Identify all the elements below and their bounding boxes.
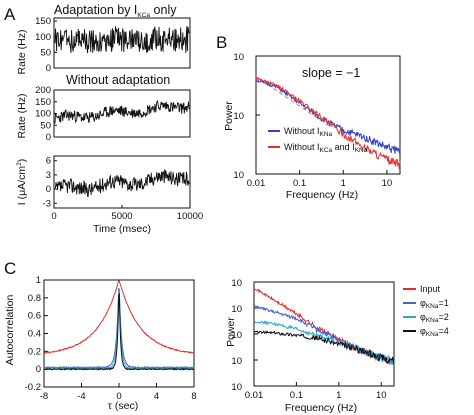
a1-frame: [53, 17, 191, 69]
c2-xtick-label-0: 0.01: [245, 390, 264, 401]
c1-plot-area: -8 -4 0 4 8 -0.2 0 0.2 0.4 0.6 0.8 1: [25, 275, 197, 402]
c1-xtick-label-0: -8: [40, 391, 48, 402]
c2-ytick-label-3: 10: [231, 304, 242, 315]
c1-series-2-line: [43, 287, 195, 369]
a1-ytick-label-0: 0: [46, 63, 51, 74]
b-ytick-label-2: 10: [233, 52, 244, 63]
c2-series-3-line: [253, 320, 395, 366]
b-xtick-label-2: 1: [341, 178, 346, 189]
a2-ylabel: Rate (Hz): [16, 94, 28, 139]
a2-title: Without adaptation: [66, 73, 170, 87]
c2-legend-label-2: φKNa=1: [420, 298, 449, 310]
c2-series-4-line: [253, 330, 395, 365]
c2-xtick-label-3: 10: [376, 390, 387, 401]
a2-ytick-label-2: 100: [35, 109, 51, 120]
c2-legend-label-1: Input: [420, 284, 441, 294]
b-ylabel: Power: [223, 101, 235, 131]
b-ytick-label-1: 10: [233, 111, 244, 122]
b-xtick-label-3: 10: [382, 178, 393, 189]
b-legend-label-1: Without IKNa: [284, 126, 333, 138]
b-slope-guide: [255, 76, 331, 128]
a1-ylabel: Rate (Hz): [16, 30, 28, 75]
panel-label-c: C: [4, 259, 16, 278]
a1-series-line: [54, 26, 190, 54]
a2-series-line: [54, 99, 190, 124]
c1-ytick-label-0: -0.2: [25, 382, 41, 393]
c1-xtick-label-1: -4: [77, 391, 85, 402]
c1-series-1-line: [43, 279, 195, 354]
c2-legend-label-4: φKNa=4: [420, 326, 449, 338]
a3-xlabel: Time (msec): [93, 223, 151, 235]
a1-plot-area: 0 50 100 150: [35, 16, 191, 74]
a3-ylabel: I (μA/cm2): [16, 159, 28, 205]
c1-ytick-label-6: 1: [36, 275, 41, 286]
b-xtick-label-0: 0.01: [247, 178, 266, 189]
c1-ytick-label-3: 0.4: [28, 329, 41, 340]
c1-ylabel: Autocorrelation: [4, 295, 16, 366]
c2-series-1-line: [253, 288, 395, 366]
a1-ytick-label-1: 50: [40, 47, 51, 58]
c1-ytick-label-1: 0: [36, 364, 41, 375]
c2-legend-label-3: φKNa=2: [420, 312, 449, 324]
c2-legend: Input φKNa=1 φKNa=2 φKNa=4: [403, 284, 449, 338]
c1-ytick-label-5: 0.8: [28, 293, 41, 304]
a3-series-line: [54, 169, 190, 198]
panel-b: 0.010.1110100102104 Power Frequency (Hz)…: [223, 52, 401, 201]
a1-title: Adaptation by IKCa only: [54, 3, 177, 19]
a2-ytick-label-4: 200: [35, 85, 51, 96]
a3-ytick-label-2: 3: [46, 170, 51, 181]
c1-series-4-line: [43, 292, 195, 371]
c2-ytick-label-4: 10: [231, 278, 242, 289]
b-ytick-label-0: 10: [233, 170, 244, 181]
a1-ytick-label-2: 100: [35, 32, 51, 43]
c2-xtick-label-1: 0.1: [290, 390, 303, 401]
b-series-2-line: [255, 77, 401, 170]
a2-ytick-label-1: 50: [40, 120, 51, 131]
c2-ylabel: Power: [225, 317, 237, 347]
a1-ytick-label-3: 150: [35, 16, 51, 27]
a3-xtick-label-1: 5000: [111, 211, 132, 222]
b-xtick-label-1: 0.1: [293, 178, 306, 189]
c2-ytick-label-2: 10: [231, 330, 242, 341]
a3-xtick-label-0: 0: [51, 211, 56, 222]
b-plot-area: 0.010.1110100102104: [233, 52, 401, 189]
c1-xtick-label-2: 0: [116, 391, 121, 402]
c1-xtick-label-3: 4: [154, 391, 159, 402]
c2-xlabel: Frequency (Hz): [285, 402, 357, 414]
b-series-1-line: [255, 79, 401, 154]
a3-ytick-label-0: -3: [43, 198, 51, 209]
panel-label-b: B: [216, 33, 227, 52]
c1-xtick-label-4: 8: [191, 391, 196, 402]
c1-ytick-label-4: 0.6: [28, 311, 41, 322]
b-legend: Without IKNa Without IKCa and IKNa: [268, 126, 368, 154]
panel-a1: Adaptation by IKCa only 0 50 100 150 Rate (…: [16, 3, 191, 75]
c2-ytick-label-1: 10: [231, 356, 242, 367]
a2-ytick-label-0: 0: [46, 132, 51, 143]
b-slope-annotation: slope = −1: [302, 66, 360, 80]
panel-c1: -8 -4 0 4 8 -0.2 0 0.2 0.4 0.6 0.8 1 Autocorrelatio…: [4, 275, 197, 412]
c2-xtick-label-2: 1: [336, 390, 341, 401]
a3-ytick-label-1: 0: [46, 184, 51, 195]
c2-ytick-label-0: 10: [231, 382, 242, 393]
c1-ytick-label-2: 0.2: [28, 346, 41, 357]
b-legend-label-2: Without IKCa and IKNa: [284, 142, 368, 154]
a3-ytick-label-3: 6: [46, 156, 51, 167]
a2-ytick-label-3: 150: [35, 97, 51, 108]
panel-label-a: A: [4, 5, 16, 24]
c1-xlabel: τ (sec): [108, 400, 138, 412]
b-xlabel: Frequency (Hz): [286, 189, 358, 201]
a3-xtick-label-2: 10000: [177, 211, 203, 222]
